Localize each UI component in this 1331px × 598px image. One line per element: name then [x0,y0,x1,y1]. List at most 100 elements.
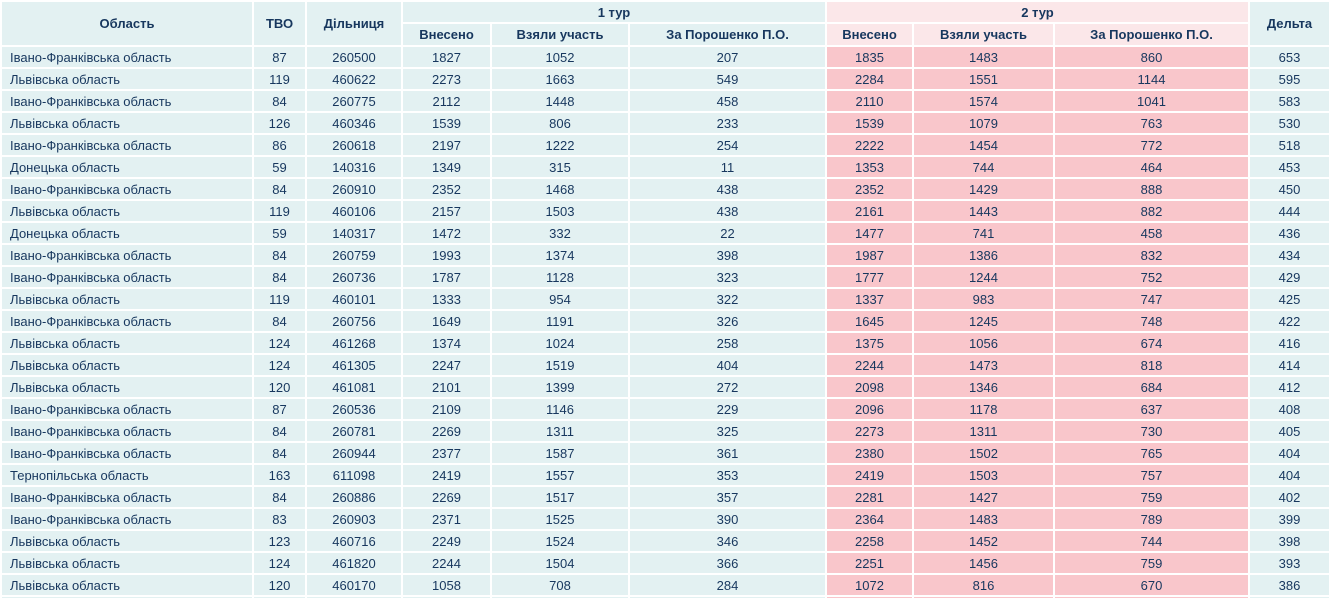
cell-round2-vneseno: 2380 [827,443,912,463]
table-row: Івано-Франківська область 84 260736 1787 112… [2,267,1329,287]
cell-round1-vzialy-uchast: 1024 [492,333,628,353]
cell-tvo: 84 [254,487,305,507]
cell-round2-vneseno: 2273 [827,421,912,441]
cell-round1-vzialy-uchast: 1504 [492,553,628,573]
cell-round2-vzialy-uchast: 1483 [914,509,1053,529]
cell-oblast: Івано-Франківська область [2,245,252,265]
cell-round2-vzialy-uchast: 1574 [914,91,1053,111]
cell-round1-vzialy-uchast: 954 [492,289,628,309]
cell-round2-za-poroshenko: 458 [1055,223,1248,243]
cell-oblast: Львівська область [2,355,252,375]
cell-round1-vzialy-uchast: 1517 [492,487,628,507]
table-row: Івано-Франківська область 84 260775 2112 144… [2,91,1329,111]
cell-round1-vneseno: 2273 [403,69,490,89]
cell-delta: 393 [1250,553,1329,573]
cell-tvo: 123 [254,531,305,551]
cell-round1-vneseno: 2371 [403,509,490,529]
cell-round2-za-poroshenko: 759 [1055,553,1248,573]
cell-round1-vneseno: 1374 [403,333,490,353]
cell-round1-za-poroshenko: 322 [630,289,825,309]
cell-round2-za-poroshenko: 730 [1055,421,1248,441]
cell-round2-za-poroshenko: 1144 [1055,69,1248,89]
cell-round1-za-poroshenko: 458 [630,91,825,111]
cell-oblast: Львівська область [2,113,252,133]
col-header-round1-vzialy-uchast: Взяли участь [492,24,628,45]
cell-round2-za-poroshenko: 464 [1055,157,1248,177]
cell-round2-vneseno: 2284 [827,69,912,89]
cell-round2-vzialy-uchast: 1386 [914,245,1053,265]
cell-round1-vneseno: 2244 [403,553,490,573]
cell-tvo: 59 [254,223,305,243]
cell-delta: 453 [1250,157,1329,177]
cell-delta: 434 [1250,245,1329,265]
cell-round2-za-poroshenko: 684 [1055,377,1248,397]
cell-delta: 422 [1250,311,1329,331]
cell-round1-vneseno: 2247 [403,355,490,375]
cell-round2-vzialy-uchast: 1178 [914,399,1053,419]
cell-dilnytsia: 140317 [307,223,401,243]
cell-round1-vzialy-uchast: 1311 [492,421,628,441]
cell-round1-vzialy-uchast: 708 [492,575,628,595]
table-row: Львівська область 120 460170 1058 708 284 1072… [2,575,1329,595]
cell-round2-vneseno: 1072 [827,575,912,595]
cell-round2-za-poroshenko: 747 [1055,289,1248,309]
cell-round2-za-poroshenko: 757 [1055,465,1248,485]
col-group-round1: 1 тур [403,2,825,22]
cell-round2-za-poroshenko: 888 [1055,179,1248,199]
cell-round1-vzialy-uchast: 1374 [492,245,628,265]
cell-round1-za-poroshenko: 357 [630,487,825,507]
cell-dilnytsia: 260536 [307,399,401,419]
cell-tvo: 84 [254,267,305,287]
cell-round2-vneseno: 1645 [827,311,912,331]
cell-oblast: Донецька область [2,223,252,243]
cell-round2-za-poroshenko: 1041 [1055,91,1248,111]
cell-delta: 405 [1250,421,1329,441]
cell-oblast: Івано-Франківська область [2,421,252,441]
table-row: Івано-Франківська область 84 260886 2269 151… [2,487,1329,507]
cell-delta: 583 [1250,91,1329,111]
col-header-oblast: Область [2,2,252,45]
cell-dilnytsia: 260736 [307,267,401,287]
cell-round1-vzialy-uchast: 806 [492,113,628,133]
table-row: Львівська область 124 461820 2244 1504 366 225… [2,553,1329,573]
cell-round1-vneseno: 2157 [403,201,490,221]
cell-round1-vneseno: 2269 [403,421,490,441]
cell-round1-vzialy-uchast: 315 [492,157,628,177]
cell-round1-za-poroshenko: 326 [630,311,825,331]
cell-delta: 404 [1250,465,1329,485]
cell-round1-za-poroshenko: 404 [630,355,825,375]
cell-round1-vneseno: 2419 [403,465,490,485]
table-body: Івано-Франківська область 87 260500 1827 105… [2,47,1329,598]
cell-round2-za-poroshenko: 759 [1055,487,1248,507]
cell-round2-vneseno: 2258 [827,531,912,551]
cell-delta: 408 [1250,399,1329,419]
cell-round1-vneseno: 2197 [403,135,490,155]
cell-round1-vneseno: 1787 [403,267,490,287]
cell-tvo: 124 [254,333,305,353]
cell-round2-vneseno: 2352 [827,179,912,199]
cell-dilnytsia: 260944 [307,443,401,463]
cell-round2-vneseno: 1337 [827,289,912,309]
col-header-round2-vneseno: Внесено [827,24,912,45]
cell-round2-za-poroshenko: 674 [1055,333,1248,353]
cell-dilnytsia: 460622 [307,69,401,89]
cell-round1-vzialy-uchast: 1663 [492,69,628,89]
cell-dilnytsia: 260886 [307,487,401,507]
table-row: Івано-Франківська область 83 260903 2371 152… [2,509,1329,529]
cell-tvo: 84 [254,421,305,441]
cell-round2-vzialy-uchast: 1244 [914,267,1053,287]
cell-round1-za-poroshenko: 272 [630,377,825,397]
cell-round1-za-poroshenko: 258 [630,333,825,353]
cell-round1-za-poroshenko: 323 [630,267,825,287]
cell-round2-za-poroshenko: 744 [1055,531,1248,551]
cell-round1-vzialy-uchast: 1503 [492,201,628,221]
cell-tvo: 83 [254,509,305,529]
cell-round2-vneseno: 2096 [827,399,912,419]
cell-round1-za-poroshenko: 22 [630,223,825,243]
cell-round1-vneseno: 1649 [403,311,490,331]
cell-round2-vzialy-uchast: 1311 [914,421,1053,441]
cell-round1-vzialy-uchast: 1468 [492,179,628,199]
cell-round2-vneseno: 1835 [827,47,912,67]
table-row: Львівська область 119 460106 2157 1503 438 216… [2,201,1329,221]
cell-round1-za-poroshenko: 325 [630,421,825,441]
